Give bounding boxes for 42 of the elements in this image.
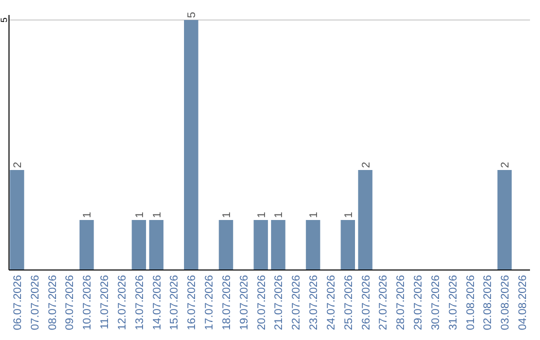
x-tick-label: 06.07.2026 — [12, 275, 24, 330]
x-tick-label: 18.07.2026 — [220, 275, 233, 330]
x-tick-label: 28.07.2026 — [395, 275, 408, 330]
x-tick-label: 14.07.2026 — [151, 275, 164, 330]
x-tick-label: 27.07.2026 — [378, 275, 390, 330]
x-tick-label: 11.07.2026 — [99, 275, 112, 330]
data-label: 2 — [500, 162, 512, 168]
data-label: 2 — [360, 162, 372, 168]
x-tick-label: 03.08.2026 — [500, 275, 512, 330]
data-label: 1 — [82, 212, 94, 218]
data-label: 1 — [134, 212, 146, 218]
x-tick-label: 17.07.2026 — [204, 275, 216, 330]
x-tick-label: 09.07.2026 — [64, 275, 76, 330]
x-tick-label: 19.07.2026 — [238, 275, 250, 330]
x-tick-label: 20.07.2026 — [256, 275, 268, 330]
x-tick-label: 12.07.2026 — [116, 275, 128, 330]
x-tick-label: 13.07.2026 — [134, 275, 146, 330]
data-label: 1 — [256, 212, 268, 218]
data-label: 2 — [12, 162, 24, 168]
x-tick-label: 29.07.2026 — [412, 275, 425, 330]
x-tick-label: 04.08.2026 — [516, 275, 529, 330]
x-tick-label: 30.07.2026 — [430, 275, 442, 330]
x-tick-label: 08.07.2026 — [46, 275, 59, 330]
data-label: 1 — [151, 212, 164, 218]
data-label: 1 — [273, 212, 286, 218]
x-tick-label: 25.07.2026 — [342, 275, 355, 330]
x-tick-label: 16.07.2026 — [186, 275, 198, 330]
data-label: 5 — [186, 12, 198, 18]
x-tick-label: 21.07.2026 — [273, 275, 286, 330]
x-tick-label: 23.07.2026 — [308, 275, 320, 330]
data-label: 1 — [308, 212, 320, 218]
x-tick-label: 02.08.2026 — [482, 275, 494, 330]
data-label: 1 — [342, 212, 355, 218]
x-tick-label: 24.07.2026 — [325, 275, 338, 330]
x-tick-label: 31.07.2026 — [447, 275, 460, 330]
x-tick-label: 22.07.2026 — [290, 275, 303, 330]
x-tick-label: 01.08.2026 — [464, 275, 477, 330]
x-tick-label: 10.07.2026 — [82, 275, 94, 330]
x-tick-label: 15.07.2026 — [168, 275, 181, 330]
x-tick-label: 07.07.2026 — [29, 275, 42, 330]
data-label: 1 — [220, 212, 233, 218]
x-tick-label: 26.07.2026 — [360, 275, 372, 330]
